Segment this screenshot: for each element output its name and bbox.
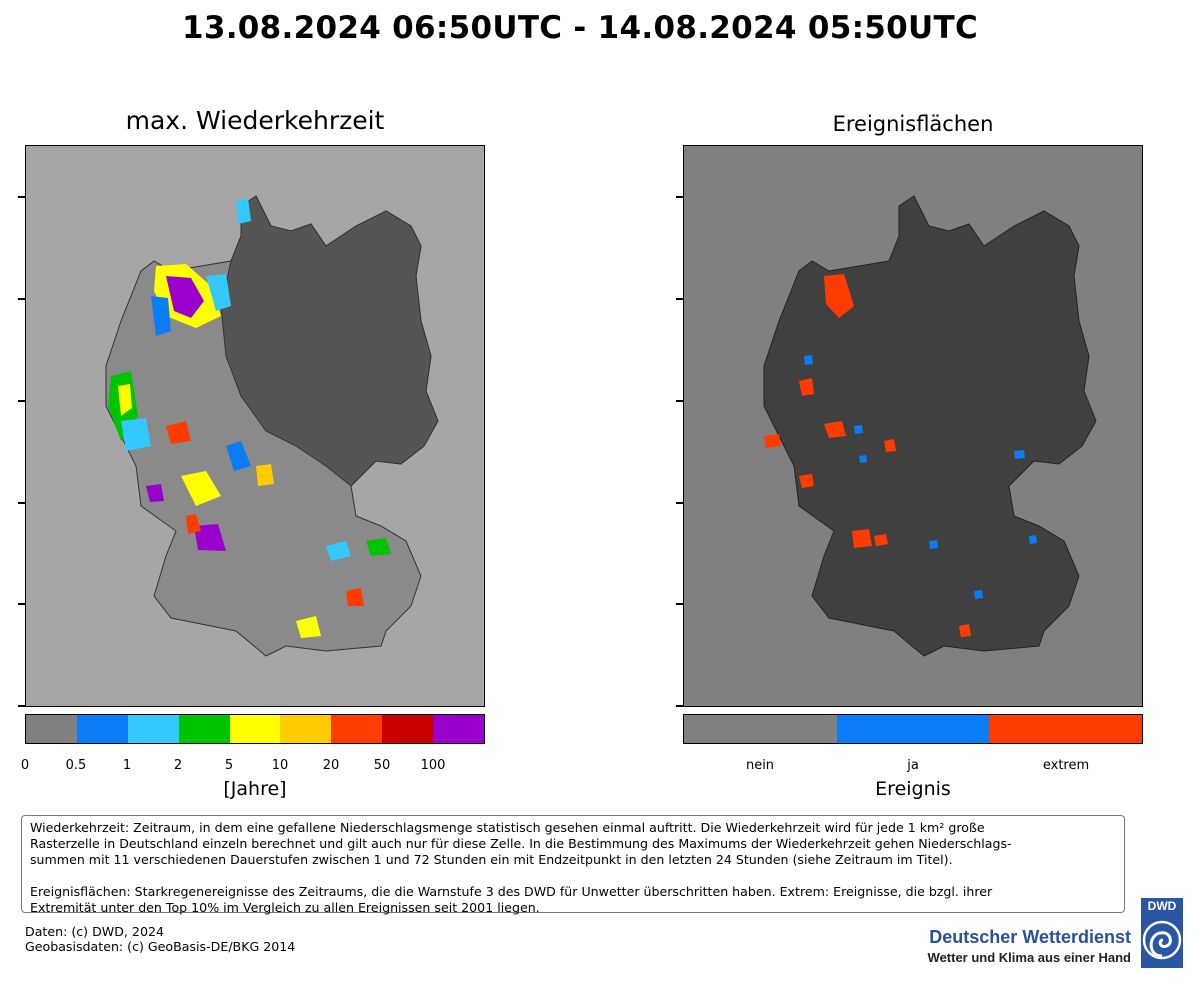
y-tick xyxy=(18,196,25,198)
data-source: Daten: (c) DWD, 2024 xyxy=(25,924,164,939)
colorbar-segment xyxy=(280,715,332,743)
colorbar-segment xyxy=(684,715,837,743)
org-name: Deutscher Wetterdienst xyxy=(929,927,1131,947)
right-legend-title: Ereignis xyxy=(875,778,951,800)
colorbar-tick-label: 1 xyxy=(122,758,132,773)
germany-shape xyxy=(763,195,1097,657)
colorbar-segment xyxy=(331,715,383,743)
colorbar-segment xyxy=(836,715,990,743)
geo-source: Geobasisdaten: (c) GeoBasis-DE/BKG 2014 xyxy=(25,939,296,954)
colorbar-tick-label: 10 xyxy=(271,758,289,773)
right-panel-title: Ereignisflächen xyxy=(832,112,994,136)
y-tick xyxy=(676,502,683,504)
colorbar-tick-label: 0.5 xyxy=(65,758,87,773)
eastern-region xyxy=(220,195,439,487)
y-tick xyxy=(676,705,683,707)
y-tick xyxy=(18,400,25,402)
main-title: 13.08.2024 06:50UTC - 14.08.2024 05:50UT… xyxy=(181,10,979,46)
colorbar-tick-label: 2 xyxy=(173,758,183,773)
source-credits: Daten: (c) DWD, 2024 Geobasisdaten: (c) … xyxy=(25,924,295,954)
colorbar-tick-label: 100 xyxy=(420,758,446,773)
logo-text: DWD xyxy=(1147,899,1177,913)
colorbar-tick-label: 20 xyxy=(322,758,340,773)
y-tick xyxy=(18,603,25,605)
colorbar-segment xyxy=(76,715,128,743)
colorbar-segment xyxy=(989,715,1143,743)
colorbar-segment xyxy=(127,715,179,743)
y-tick xyxy=(676,298,683,300)
event-areas-map xyxy=(683,145,1143,707)
y-tick xyxy=(18,705,25,707)
colorbar-tick-label: 5 xyxy=(224,758,234,773)
y-tick xyxy=(676,400,683,402)
colorbar-segment xyxy=(433,715,485,743)
y-tick xyxy=(18,298,25,300)
info-box: Wiederkehrzeit: Zeitraum, in dem eine ge… xyxy=(21,815,1125,915)
return-period-map xyxy=(25,145,485,707)
y-tick xyxy=(18,502,25,504)
event-areas xyxy=(764,274,1037,637)
y-tick xyxy=(676,603,683,605)
spiral-icon xyxy=(1149,931,1172,958)
left-legend-title: [Jahre] xyxy=(223,778,287,800)
colorbar-tick-label: 50 xyxy=(373,758,391,773)
colorbar-label: ja xyxy=(907,758,919,773)
y-tick xyxy=(676,196,683,198)
left-panel-title: max. Wiederkehrzeit xyxy=(125,106,385,135)
colorbar-label: extrem xyxy=(1042,758,1090,773)
event-colorbar xyxy=(683,714,1143,744)
precipitation-blobs xyxy=(108,198,391,638)
colorbar-tick-label: 0 xyxy=(20,758,30,773)
return-period-colorbar xyxy=(25,714,485,744)
colorbar-segment xyxy=(229,715,281,743)
colorbar-segment xyxy=(178,715,230,743)
colorbar-segment xyxy=(26,715,77,743)
dwd-logo: DWD xyxy=(1141,898,1183,968)
org-tagline: Wetter und Klima aus einer Hand xyxy=(927,950,1131,965)
colorbar-label: nein xyxy=(745,758,775,773)
colorbar-segment xyxy=(382,715,434,743)
